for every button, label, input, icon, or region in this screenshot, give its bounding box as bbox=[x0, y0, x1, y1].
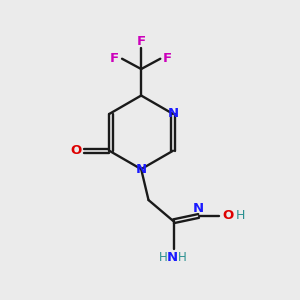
Text: H: H bbox=[159, 251, 168, 264]
Text: F: F bbox=[163, 52, 172, 65]
Text: F: F bbox=[110, 52, 119, 65]
Text: O: O bbox=[222, 209, 234, 223]
Text: N: N bbox=[193, 202, 204, 214]
Text: N: N bbox=[167, 107, 178, 120]
Text: H: H bbox=[178, 251, 187, 264]
Text: O: O bbox=[70, 144, 82, 157]
Text: H: H bbox=[236, 209, 245, 223]
Text: N: N bbox=[167, 251, 178, 264]
Text: F: F bbox=[136, 34, 146, 48]
Text: N: N bbox=[136, 163, 147, 176]
